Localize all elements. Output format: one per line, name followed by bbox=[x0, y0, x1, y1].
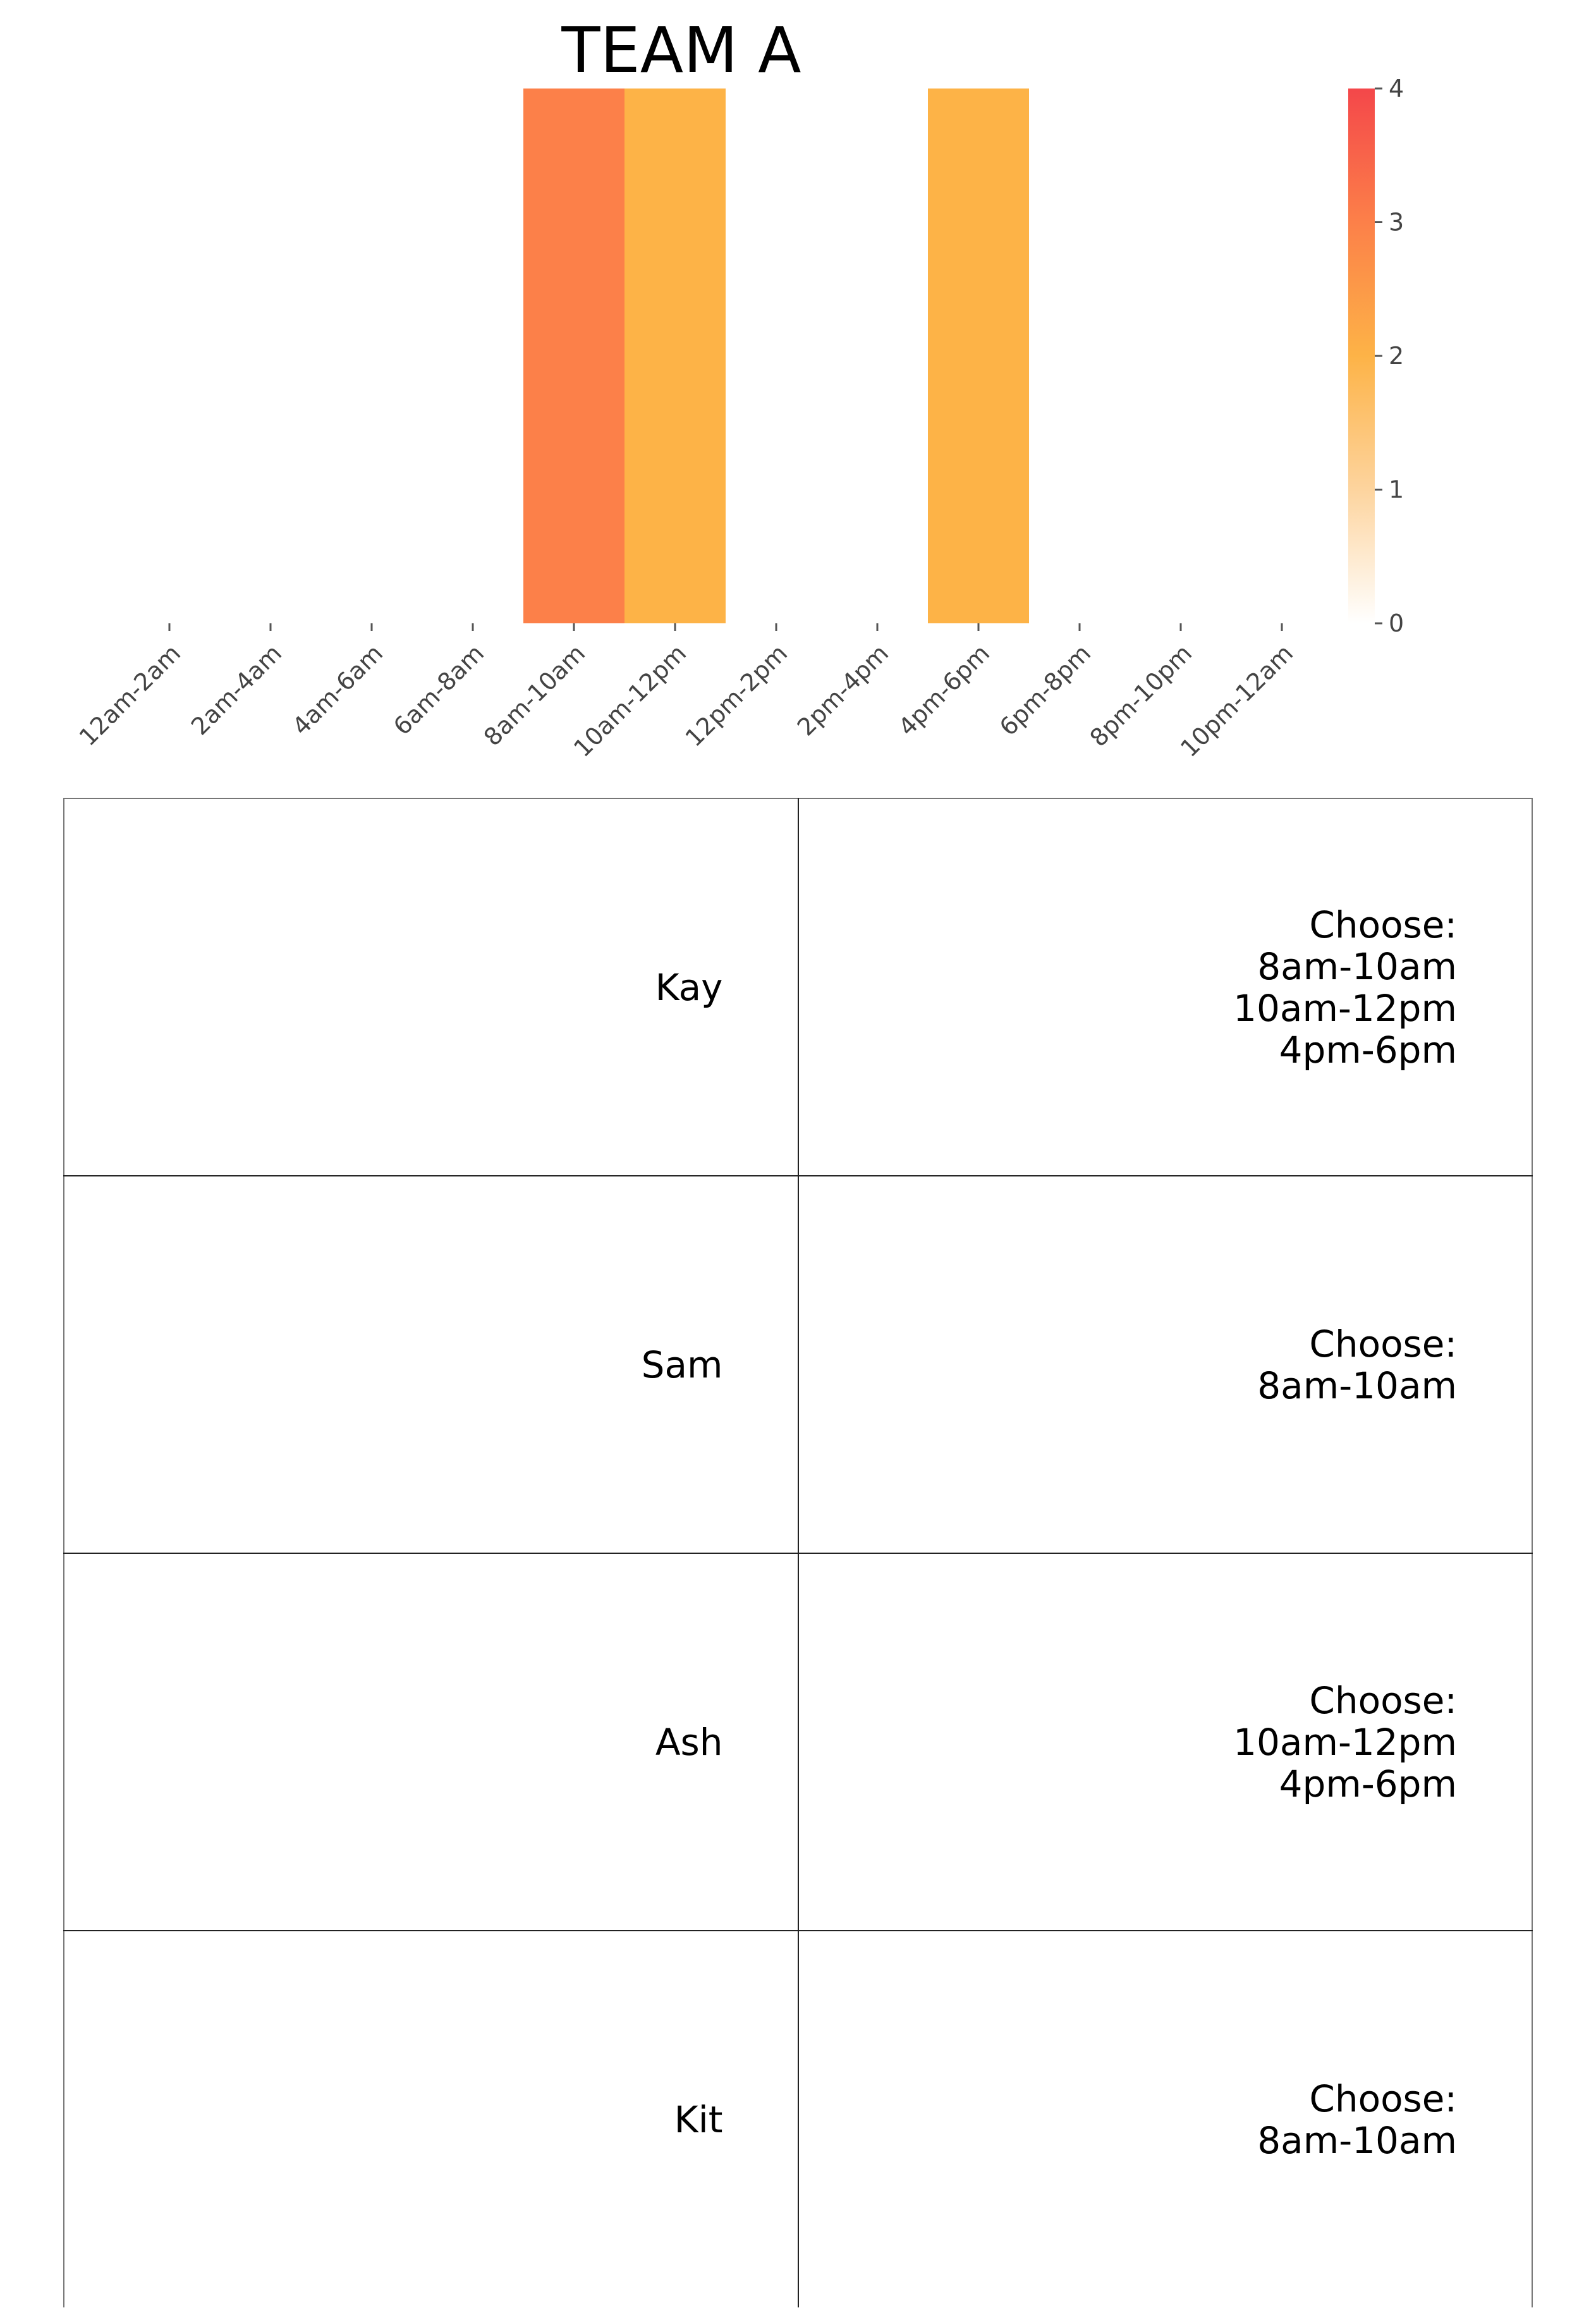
choose-label: Choose: bbox=[1309, 1678, 1457, 1722]
x-tick-label: 12am-2am bbox=[74, 639, 186, 751]
member-choices-cell: Choose: 8am-10am bbox=[797, 1175, 1533, 1554]
member-choices-cell: Choose: 8am-10am bbox=[797, 1930, 1533, 2307]
heatmap-cell-10am-12pm bbox=[624, 89, 726, 623]
choose-label: Choose: bbox=[1309, 2077, 1457, 2120]
colorbar-tick-label: 0 bbox=[1389, 609, 1404, 637]
x-tick-label: 12pm-2pm bbox=[680, 639, 793, 752]
choose-label: Choose: bbox=[1309, 1322, 1457, 1365]
heatmap-cell-4am-6am bbox=[321, 89, 423, 623]
x-tick-label: 8pm-10pm bbox=[1085, 639, 1198, 752]
table-row: Kay Choose: 8am-10am 10am-12pm 4pm-6pm bbox=[63, 798, 1533, 1176]
heatmap-cell-12am-2am bbox=[119, 89, 221, 623]
x-tick-label: 6pm-8pm bbox=[994, 639, 1096, 741]
choice-item: 8am-10am bbox=[1257, 944, 1457, 988]
heatmap-chart: TEAM A 12am-2am 2am-4am 4am-6am 6am-8am8am-… bbox=[74, 13, 1404, 762]
x-axis: 12am-2am 2am-4am 4am-6am 6am-8am8am-10am10a… bbox=[74, 623, 1298, 762]
x-tick-label: 4am-6am bbox=[287, 639, 388, 740]
heatmap-cell-8pm-10pm bbox=[1130, 89, 1232, 623]
choice-item: 4pm-6pm bbox=[1279, 1028, 1457, 1072]
heatmap-cells bbox=[119, 89, 1333, 623]
x-tick-label: 2am-4am bbox=[186, 639, 287, 740]
choice-item: 8am-10am bbox=[1257, 2118, 1457, 2162]
heatmap-cell-2am-4am bbox=[220, 89, 322, 623]
member-name: Sam bbox=[641, 1343, 723, 1386]
member-name-cell: Kit bbox=[63, 1930, 799, 2307]
heatmap-cell-4pm-6pm bbox=[928, 89, 1030, 623]
heatmap-cell-10pm-12am bbox=[1231, 89, 1333, 623]
choice-item: 10am-12pm bbox=[1233, 1720, 1457, 1764]
member-name-cell: Kay bbox=[63, 798, 799, 1176]
table-row: Sam Choose: 8am-10am bbox=[63, 1175, 1533, 1554]
heatmap-cell-2pm-4pm bbox=[827, 89, 929, 623]
x-tick-label: 8am-10am bbox=[478, 639, 590, 751]
choose-label: Choose: bbox=[1309, 903, 1457, 946]
table-row: Kit Choose: 8am-10am bbox=[63, 1930, 1533, 2307]
member-name: Kay bbox=[655, 965, 723, 1009]
colorbar-tick-label: 1 bbox=[1389, 476, 1404, 504]
member-choices-cell: Choose: 8am-10am 10am-12pm 4pm-6pm bbox=[797, 798, 1533, 1176]
member-name: Kit bbox=[674, 2098, 723, 2141]
heatmap-cell-8am-10am bbox=[523, 89, 625, 623]
colorbar-tick-label: 2 bbox=[1389, 342, 1404, 370]
table-row: Ash Choose: 10am-12pm 4pm-6pm bbox=[63, 1553, 1533, 1931]
member-name-cell: Ash bbox=[63, 1553, 799, 1931]
x-tick-label: 6am-8am bbox=[388, 639, 489, 740]
heatmap-cell-6pm-8pm bbox=[1029, 89, 1131, 623]
member-choices-cell: Choose: 10am-12pm 4pm-6pm bbox=[797, 1553, 1533, 1931]
heatmap-cell-6am-8am bbox=[422, 89, 524, 623]
choice-item: 4pm-6pm bbox=[1279, 1762, 1457, 1805]
colorbar-ticks: 0 1 2 3 4 bbox=[1375, 75, 1404, 637]
choice-item: 10am-12pm bbox=[1233, 986, 1457, 1030]
member-name-cell: Sam bbox=[63, 1175, 799, 1554]
chart-title: TEAM A bbox=[561, 13, 801, 87]
choice-item: 8am-10am bbox=[1257, 1364, 1457, 1407]
heatmap-cell-12pm-2pm bbox=[726, 89, 827, 623]
x-tick-label: 2pm-4pm bbox=[792, 639, 894, 741]
colorbar-tick-label: 4 bbox=[1389, 75, 1404, 102]
colorbar-tick-label: 3 bbox=[1389, 209, 1404, 236]
team-table: Kay Choose: 8am-10am 10am-12pm 4pm-6pm Sam Cho… bbox=[63, 798, 1533, 2307]
colorbar bbox=[1348, 89, 1375, 623]
member-name: Ash bbox=[655, 1720, 723, 1764]
x-tick-label: 4pm-6pm bbox=[893, 639, 995, 741]
